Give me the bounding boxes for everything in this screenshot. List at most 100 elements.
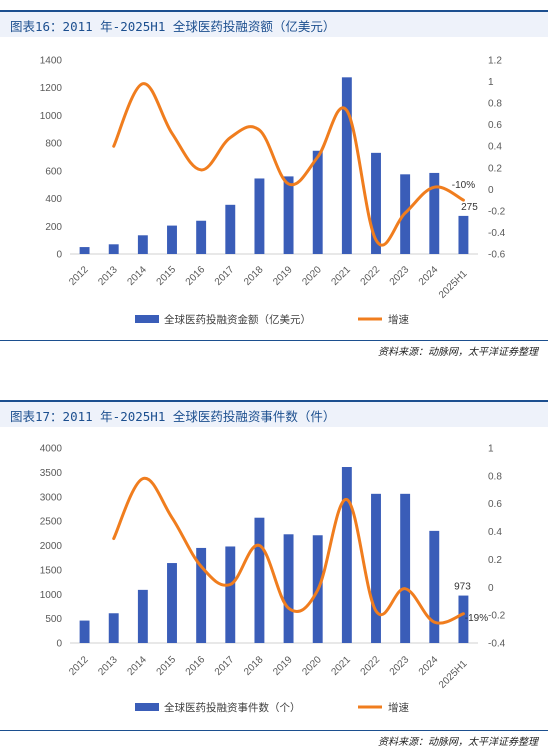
source-note: 资料来源：动脉网，太平洋证券整理: [378, 347, 538, 358]
y-right-tick-label: 1: [488, 444, 494, 455]
y-right-tick-label: 0: [488, 583, 494, 594]
figure-title: 图表16：2011 年-2025H1 全球医药投融资额（亿美元）: [10, 19, 336, 34]
y-left-tick-label: 0: [56, 250, 62, 261]
figure-title: 图表17：2011 年-2025H1 全球医药投融资事件数（件）: [10, 409, 336, 424]
x-tick-label: 2017: [213, 264, 237, 288]
legend: 全球医药投融资事件数（个） 增速: [135, 701, 409, 714]
y-left-tick-label: 200: [45, 222, 62, 233]
y-left-tick-label: 800: [45, 139, 62, 150]
y-right-tick-label: 0.2: [488, 555, 502, 566]
figure-title-bar: 图表16：2011 年-2025H1 全球医药投融资额（亿美元）: [0, 10, 548, 37]
bar: [429, 172, 440, 254]
x-tick-label: 2014: [125, 264, 149, 288]
x-tick-label: 2017: [213, 654, 237, 678]
bar: [196, 547, 207, 643]
y-right-tick-label: -0.4: [488, 639, 506, 650]
x-tick-label: 2023: [388, 654, 412, 678]
bar: [371, 152, 381, 254]
y-left-tick-label: 600: [45, 166, 62, 177]
y-left-tick-label: 0: [56, 639, 62, 650]
chart-16: 0 200 400 600 800 1000 1200 1400 -0.6 -0.4 -0.2 0 0.…: [40, 56, 506, 327]
bar: [400, 493, 411, 643]
x-tick-label: 2025H1: [437, 658, 470, 691]
figure-divider: [0, 340, 548, 341]
bar: [283, 534, 294, 643]
bar: [341, 77, 352, 254]
y-left-tick-label: 2000: [40, 541, 63, 552]
x-tick-label: 2016: [184, 264, 208, 288]
y-right-tick-label: 0.6: [488, 499, 502, 510]
x-tick-label: 2014: [125, 654, 149, 678]
y-right-tick-label: 0.4: [488, 527, 502, 538]
growth-line: [112, 477, 465, 625]
bar: [225, 546, 236, 643]
y-left-tick-label: 2500: [40, 517, 63, 528]
y-right-tick-label: 0.8: [488, 471, 502, 482]
x-tick-label: 2021: [329, 654, 353, 678]
x-tick-label: 2012: [67, 264, 91, 288]
source-note: 资料来源：动脉网，太平洋证券整理: [378, 737, 538, 748]
x-tick-label: 2021: [329, 264, 353, 288]
y-left-tick-label: 1200: [40, 83, 63, 94]
y-right-tick-label: 1: [488, 77, 494, 88]
y-left-tick-label: 3000: [40, 492, 63, 503]
y-left-tick-label: 500: [45, 614, 62, 625]
y-right-tick-label: 0.8: [488, 99, 502, 110]
y-left-tick-label: 1500: [40, 565, 63, 576]
y-left-tick-label: 4000: [40, 444, 63, 455]
x-tick-label: 2025H1: [437, 268, 470, 301]
data-label: 973: [454, 582, 471, 593]
x-tick-label: 2013: [96, 264, 120, 288]
x-tick-label: 2022: [359, 654, 383, 678]
bar: [137, 589, 148, 643]
bar: [458, 215, 469, 254]
y-left-tick-label: 1000: [40, 590, 63, 601]
y-right-tick-label: 0.2: [488, 163, 502, 174]
data-label: 275: [461, 202, 478, 213]
bar: [254, 178, 265, 254]
y-left-tick-label: 3500: [40, 468, 63, 479]
y-left-tick-label: 1000: [40, 111, 63, 122]
x-tick-label: 2023: [388, 264, 412, 288]
chart-17: 0 500 1000 1500 2000 2500 3000 3500 4000 -0.4 -0.2…: [40, 444, 506, 715]
x-tick-label: 2024: [417, 264, 441, 288]
figure-divider: [0, 730, 548, 731]
bar: [167, 225, 177, 254]
x-tick-label: 2024: [417, 654, 441, 678]
y-right-tick-label: -0.4: [488, 228, 506, 239]
y-right-tick-label: 1.2: [488, 56, 502, 67]
y-right-tick-label: 0.4: [488, 142, 502, 153]
bar: [458, 595, 469, 643]
bar: [196, 220, 207, 254]
legend-bar-label: 全球医药投融资事件数（个）: [164, 701, 301, 714]
x-tick-label: 2012: [67, 654, 91, 678]
bar: [79, 247, 90, 254]
x-tick-label: 2015: [155, 264, 179, 288]
bar: [225, 204, 236, 254]
bar: [254, 517, 265, 643]
bar: [137, 235, 148, 254]
x-tick-label: 2015: [155, 654, 179, 678]
data-label: -19%: [465, 613, 488, 624]
bar: [108, 244, 119, 254]
legend: 全球医药投融资金额（亿美元） 增速: [135, 313, 409, 326]
bar: [312, 150, 323, 254]
bar: [429, 530, 440, 643]
bar: [283, 176, 294, 254]
legend-bar-swatch: [135, 703, 159, 711]
x-tick-label: 2020: [300, 654, 324, 678]
y-left-tick-label: 1400: [40, 56, 63, 67]
x-tick-label: 2016: [184, 654, 208, 678]
x-tick-label: 2013: [96, 654, 120, 678]
y-right-tick-label: -0.6: [488, 250, 506, 261]
y-right-tick-label: -0.2: [488, 611, 506, 622]
legend-line-label: 增速: [388, 313, 409, 326]
legend-bar-label: 全球医药投融资金额（亿美元）: [164, 313, 311, 326]
legend-bar-swatch: [135, 315, 159, 323]
x-tick-label: 2018: [242, 264, 266, 288]
y-left-tick-label: 400: [45, 194, 62, 205]
bar: [108, 613, 119, 643]
bar: [167, 563, 177, 643]
growth-line: [112, 82, 465, 247]
bar: [371, 493, 381, 643]
